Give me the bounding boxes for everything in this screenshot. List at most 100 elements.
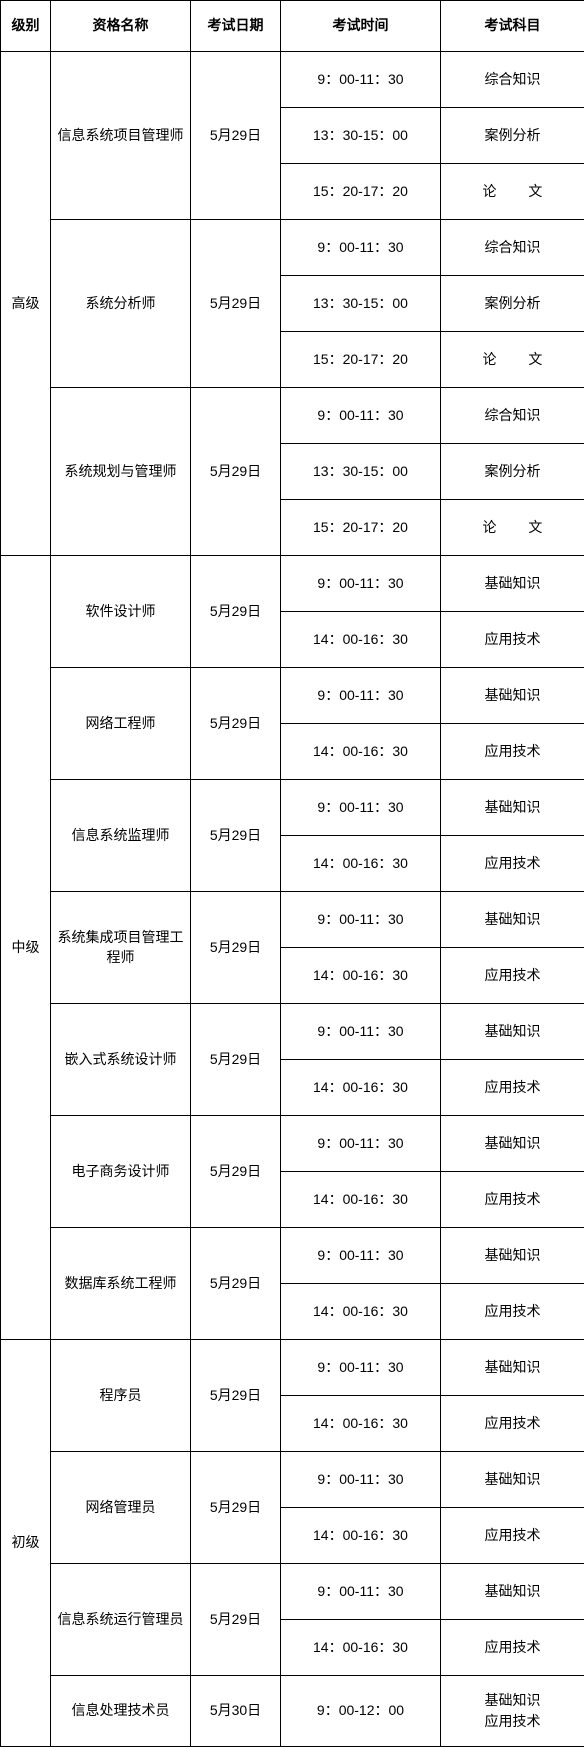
cell-exam-subject: 基础知识 — [441, 1004, 584, 1060]
cell-exam-time: 9：00-11：30 — [281, 556, 441, 612]
cell-exam-date: 5月29日 — [191, 52, 281, 220]
cell-exam-time: 14：00-16：30 — [281, 1508, 441, 1564]
header-time: 考试时间 — [281, 1, 441, 52]
table-row: 信息处理技术员 5月30日 9：00-12：00 基础知识 应用技术 — [1, 1676, 584, 1747]
cell-qualification-name: 信息处理技术员 — [51, 1676, 191, 1747]
cell-exam-subject: 综合知识 — [441, 388, 584, 444]
cell-exam-time: 15：20-17：20 — [281, 332, 441, 388]
table-row: 嵌入式系统设计师 5月29日 9：00-11：30 基础知识 — [1, 1004, 584, 1060]
cell-exam-time: 9：00-11：30 — [281, 780, 441, 836]
cell-exam-time: 13：30-15：00 — [281, 108, 441, 164]
cell-qualification-name: 系统集成项目管理工程师 — [51, 892, 191, 1004]
cell-exam-subject: 基础知识 — [441, 780, 584, 836]
table-row: 系统集成项目管理工程师 5月29日 9：00-11：30 基础知识 — [1, 892, 584, 948]
cell-exam-subject: 综合知识 — [441, 220, 584, 276]
cell-exam-time: 14：00-16：30 — [281, 836, 441, 892]
cell-exam-subject: 基础知识 应用技术 — [441, 1676, 584, 1747]
cell-exam-subject: 基础知识 — [441, 892, 584, 948]
cell-exam-subject: 应用技术 — [441, 1172, 584, 1228]
cell-exam-time: 15：20-17：20 — [281, 164, 441, 220]
table-row: 高级 信息系统项目管理师 5月29日 9：00-11：30 综合知识 — [1, 52, 584, 108]
cell-qualification-name: 网络管理员 — [51, 1452, 191, 1564]
table-row: 网络管理员 5月29日 9：00-11：30 基础知识 — [1, 1452, 584, 1508]
cell-exam-time: 9：00-11：30 — [281, 388, 441, 444]
cell-exam-time: 9：00-11：30 — [281, 1564, 441, 1620]
cell-level-advanced: 高级 — [1, 52, 51, 556]
cell-exam-time: 15：20-17：20 — [281, 500, 441, 556]
cell-exam-time: 9：00-12：00 — [281, 1676, 441, 1747]
table-row: 系统规划与管理师 5月29日 9：00-11：30 综合知识 — [1, 388, 584, 444]
cell-exam-subject: 应用技术 — [441, 1060, 584, 1116]
cell-exam-time: 14：00-16：30 — [281, 612, 441, 668]
header-date: 考试日期 — [191, 1, 281, 52]
table-row: 初级 程序员 5月29日 9：00-11：30 基础知识 — [1, 1340, 584, 1396]
cell-exam-time: 14：00-16：30 — [281, 1620, 441, 1676]
cell-exam-time: 13：30-15：00 — [281, 444, 441, 500]
cell-exam-date: 5月29日 — [191, 388, 281, 556]
cell-exam-time: 14：00-16：30 — [281, 1172, 441, 1228]
table-row: 信息系统监理师 5月29日 9：00-11：30 基础知识 — [1, 780, 584, 836]
cell-exam-date: 5月29日 — [191, 668, 281, 780]
cell-exam-time: 9：00-11：30 — [281, 668, 441, 724]
cell-exam-time: 9：00-11：30 — [281, 1340, 441, 1396]
cell-exam-date: 5月30日 — [191, 1676, 281, 1747]
header-name: 资格名称 — [51, 1, 191, 52]
cell-exam-date: 5月29日 — [191, 1004, 281, 1116]
cell-exam-time: 14：00-16：30 — [281, 1060, 441, 1116]
cell-exam-date: 5月29日 — [191, 1116, 281, 1228]
cell-exam-time: 9：00-11：30 — [281, 892, 441, 948]
cell-exam-time: 9：00-11：30 — [281, 1452, 441, 1508]
cell-exam-date: 5月29日 — [191, 556, 281, 668]
cell-exam-date: 5月29日 — [191, 780, 281, 892]
cell-exam-subject: 论 文 — [441, 164, 584, 220]
cell-qualification-name: 数据库系统工程师 — [51, 1228, 191, 1340]
cell-exam-date: 5月29日 — [191, 1340, 281, 1452]
cell-exam-time: 14：00-16：30 — [281, 948, 441, 1004]
cell-exam-time: 9：00-11：30 — [281, 1228, 441, 1284]
cell-exam-subject: 综合知识 — [441, 52, 584, 108]
cell-exam-subject: 基础知识 — [441, 668, 584, 724]
cell-exam-subject: 应用技术 — [441, 612, 584, 668]
cell-exam-date: 5月29日 — [191, 1564, 281, 1676]
header-subject: 考试科目 — [441, 1, 584, 52]
cell-qualification-name: 系统规划与管理师 — [51, 388, 191, 556]
cell-qualification-name: 电子商务设计师 — [51, 1116, 191, 1228]
cell-exam-subject: 应用技术 — [441, 1620, 584, 1676]
cell-exam-subject: 案例分析 — [441, 444, 584, 500]
cell-exam-subject: 应用技术 — [441, 1508, 584, 1564]
table-row: 电子商务设计师 5月29日 9：00-11：30 基础知识 — [1, 1116, 584, 1172]
exam-schedule-table: 级别 资格名称 考试日期 考试时间 考试科目 高级 信息系统项目管理师 5月29… — [0, 0, 584, 1747]
cell-qualification-name: 嵌入式系统设计师 — [51, 1004, 191, 1116]
cell-exam-subject: 基础知识 — [441, 1452, 584, 1508]
cell-qualification-name: 信息系统监理师 — [51, 780, 191, 892]
table-header-row: 级别 资格名称 考试日期 考试时间 考试科目 — [1, 1, 584, 52]
cell-exam-subject: 应用技术 — [441, 1396, 584, 1452]
cell-exam-time: 9：00-11：30 — [281, 1004, 441, 1060]
cell-level-junior: 初级 — [1, 1340, 51, 1747]
table-row: 数据库系统工程师 5月29日 9：00-11：30 基础知识 — [1, 1228, 584, 1284]
cell-exam-time: 14：00-16：30 — [281, 1284, 441, 1340]
cell-exam-subject-line2: 应用技术 — [441, 1711, 584, 1732]
cell-exam-time: 9：00-11：30 — [281, 220, 441, 276]
table-row: 中级 软件设计师 5月29日 9：00-11：30 基础知识 — [1, 556, 584, 612]
cell-exam-date: 5月29日 — [191, 1452, 281, 1564]
cell-exam-subject: 案例分析 — [441, 108, 584, 164]
cell-exam-date: 5月29日 — [191, 892, 281, 1004]
table-row: 网络工程师 5月29日 9：00-11：30 基础知识 — [1, 668, 584, 724]
cell-exam-time: 13：30-15：00 — [281, 276, 441, 332]
cell-qualification-name: 网络工程师 — [51, 668, 191, 780]
cell-exam-subject: 应用技术 — [441, 1284, 584, 1340]
cell-exam-subject: 基础知识 — [441, 1228, 584, 1284]
cell-exam-date: 5月29日 — [191, 220, 281, 388]
cell-exam-time: 9：00-11：30 — [281, 1116, 441, 1172]
table-row: 系统分析师 5月29日 9：00-11：30 综合知识 — [1, 220, 584, 276]
cell-exam-subject: 基础知识 — [441, 556, 584, 612]
cell-qualification-name: 系统分析师 — [51, 220, 191, 388]
cell-exam-time: 14：00-16：30 — [281, 1396, 441, 1452]
cell-exam-time: 9：00-11：30 — [281, 52, 441, 108]
cell-exam-subject: 应用技术 — [441, 948, 584, 1004]
cell-exam-subject: 应用技术 — [441, 836, 584, 892]
cell-exam-subject-line1: 基础知识 — [441, 1690, 584, 1711]
cell-level-intermediate: 中级 — [1, 556, 51, 1340]
cell-exam-subject: 论 文 — [441, 500, 584, 556]
